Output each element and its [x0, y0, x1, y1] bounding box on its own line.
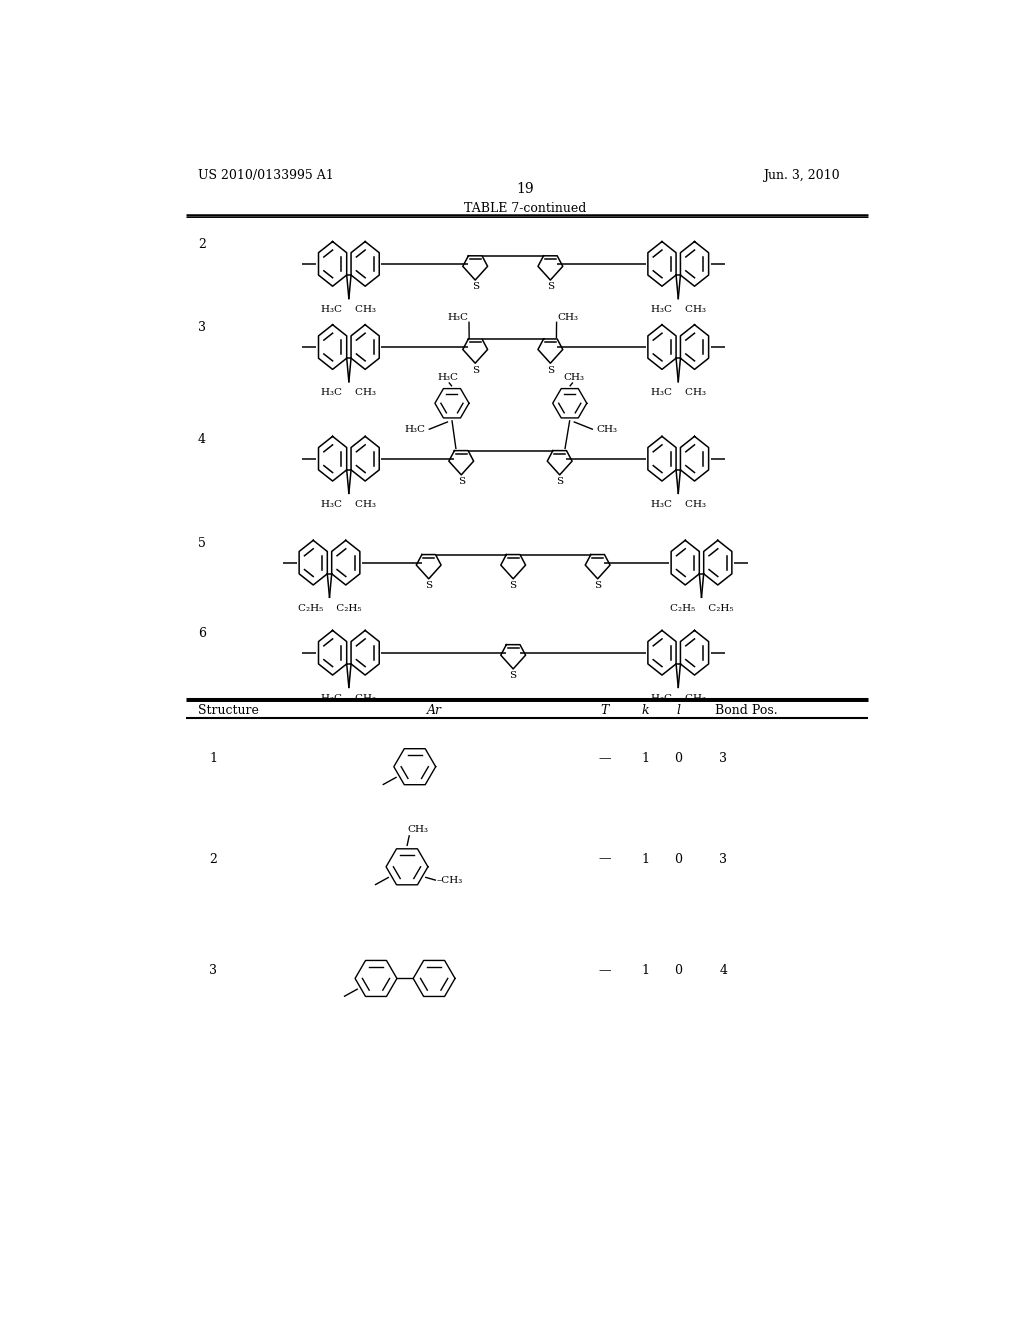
Text: S: S — [425, 581, 432, 590]
Text: S: S — [556, 478, 563, 486]
Text: CH₃: CH₃ — [563, 374, 584, 383]
Text: H₃C    CH₃: H₃C CH₃ — [650, 499, 706, 508]
Text: k: k — [642, 704, 649, 717]
Text: 1: 1 — [642, 853, 649, 866]
Text: Jun. 3, 2010: Jun. 3, 2010 — [764, 169, 840, 182]
Text: l: l — [676, 704, 680, 717]
Text: H₃C: H₃C — [437, 374, 459, 383]
Text: 3: 3 — [198, 321, 206, 334]
Text: 5: 5 — [198, 537, 206, 550]
Text: 0: 0 — [674, 752, 682, 766]
Text: 1: 1 — [642, 752, 649, 766]
Text: 0: 0 — [674, 853, 682, 866]
Text: T: T — [600, 704, 609, 717]
Text: H₃C    CH₃: H₃C CH₃ — [322, 305, 377, 314]
Text: 4: 4 — [198, 433, 206, 446]
Text: CH₃: CH₃ — [557, 313, 578, 322]
Text: —: — — [598, 853, 611, 866]
Text: 6: 6 — [198, 627, 206, 640]
Text: H₃C    CH₃: H₃C CH₃ — [322, 693, 377, 702]
Text: 1: 1 — [209, 752, 217, 766]
Text: –CH₃: –CH₃ — [437, 875, 463, 884]
Text: CH₃: CH₃ — [596, 425, 617, 434]
Text: S: S — [472, 366, 479, 375]
Text: H₃C: H₃C — [447, 313, 469, 322]
Text: H₃C    CH₃: H₃C CH₃ — [322, 388, 377, 397]
Text: US 2010/0133995 A1: US 2010/0133995 A1 — [198, 169, 334, 182]
Text: C₂H₅    C₂H₅: C₂H₅ C₂H₅ — [670, 603, 733, 612]
Text: H₃C    CH₃: H₃C CH₃ — [650, 305, 706, 314]
Text: 3: 3 — [209, 964, 217, 977]
Text: 3: 3 — [719, 853, 727, 866]
Text: 19: 19 — [516, 182, 534, 197]
Text: H₃C    CH₃: H₃C CH₃ — [322, 499, 377, 508]
Text: 2: 2 — [198, 238, 206, 251]
Text: 4: 4 — [719, 964, 727, 977]
Text: S: S — [547, 366, 554, 375]
Text: S: S — [472, 282, 479, 292]
Text: TABLE 7-continued: TABLE 7-continued — [464, 202, 586, 215]
Text: CH₃: CH₃ — [408, 825, 428, 833]
Text: S: S — [510, 581, 517, 590]
Text: C₂H₅    C₂H₅: C₂H₅ C₂H₅ — [298, 603, 361, 612]
Text: H₃C    CH₃: H₃C CH₃ — [650, 388, 706, 397]
Text: S: S — [547, 282, 554, 292]
Text: Ar: Ar — [427, 704, 441, 717]
Text: S: S — [594, 581, 601, 590]
Text: 2: 2 — [209, 853, 217, 866]
Text: —: — — [598, 752, 611, 766]
Text: H₃C: H₃C — [404, 425, 425, 434]
Text: Structure: Structure — [198, 704, 259, 717]
Text: Bond Pos.: Bond Pos. — [716, 704, 778, 717]
Text: 1: 1 — [642, 964, 649, 977]
Text: —: — — [598, 964, 611, 977]
Text: S: S — [510, 672, 517, 680]
Text: S: S — [458, 478, 465, 486]
Text: 0: 0 — [674, 964, 682, 977]
Text: 3: 3 — [719, 752, 727, 766]
Text: H₃C    CH₃: H₃C CH₃ — [650, 693, 706, 702]
